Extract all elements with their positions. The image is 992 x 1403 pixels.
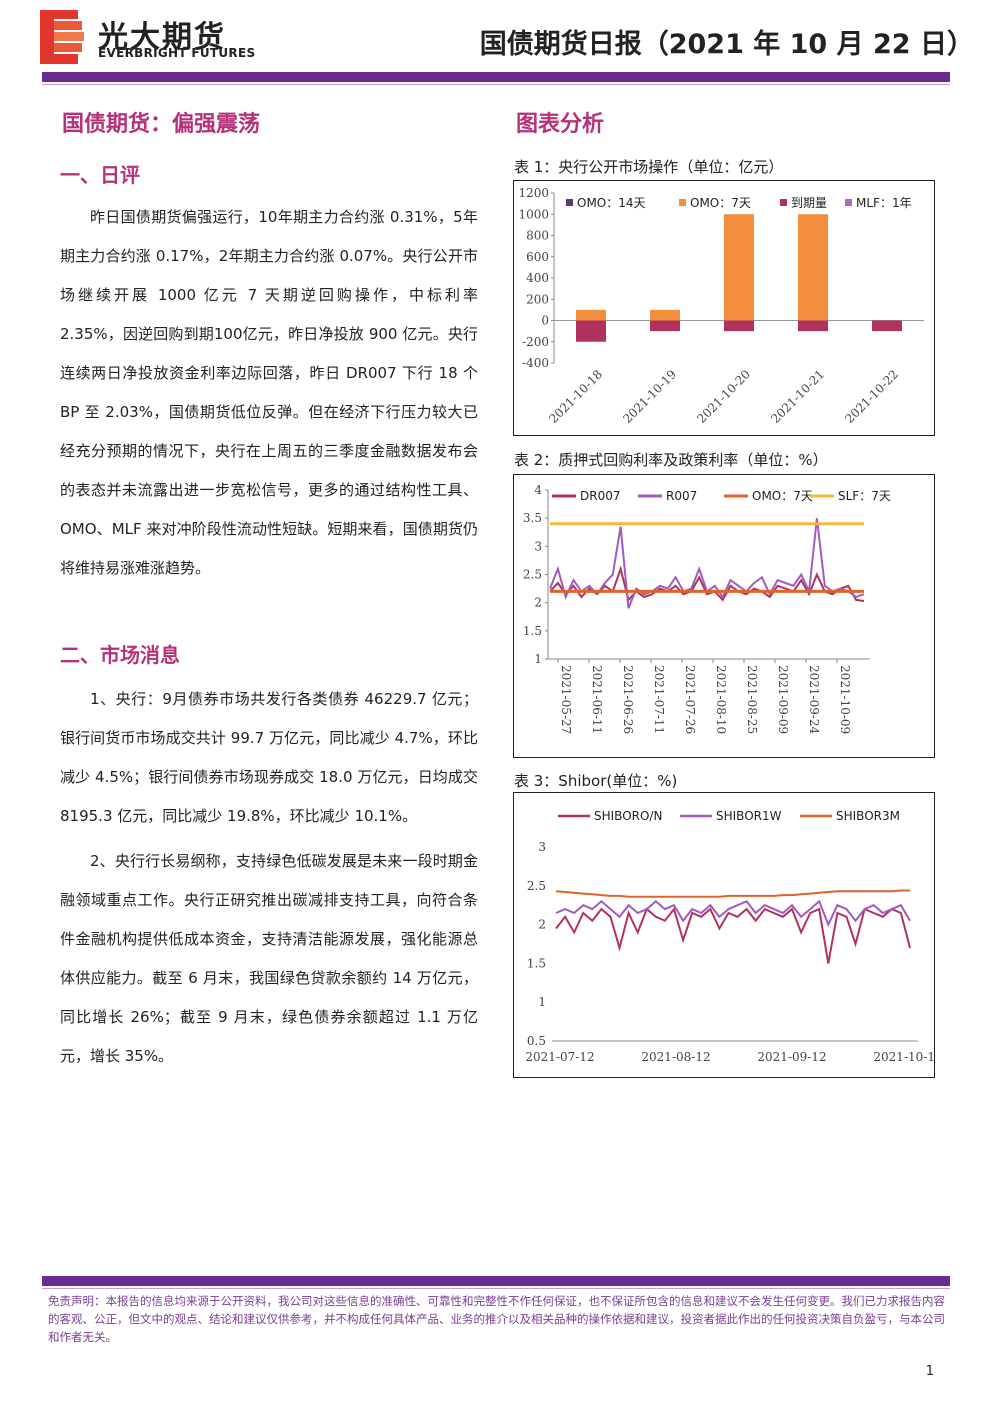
section2-title: 二、市场消息 <box>60 643 180 667</box>
y-tick-label: 800 <box>526 229 549 243</box>
legend-label: SHIBOR3M <box>836 809 900 823</box>
chart2-caption: 表 2：质押式回购利率及政策利率（单位：%） <box>514 451 828 469</box>
bar-1 <box>798 214 828 321</box>
x-tick-label: 2021-07-11 <box>652 665 666 734</box>
repo-rate-line-chart: 1 1.5 2 2.5 3 3.5 4 2021-05-27 2021-06-11 2021-06… <box>523 483 891 735</box>
bar-1 <box>724 214 754 321</box>
x-tick-label: 2021-09-12 <box>757 1050 826 1064</box>
y-tick-label: 3 <box>538 840 546 854</box>
y-tick-label: 2.5 <box>523 568 542 582</box>
x-tick-label: 2021-07-12 <box>525 1050 594 1064</box>
bar-2 <box>650 320 680 332</box>
x-tick-label: 2021-10-09 <box>838 665 852 734</box>
x-tick-label: 2021-08-10 <box>714 665 728 734</box>
y-tick-label: 3 <box>534 539 542 553</box>
footer-divider-bar <box>42 1276 950 1286</box>
x-tick-label: 2021-06-11 <box>590 665 604 734</box>
section1-body: 昨日国债期货偏强运行，10年期主力合约涨 0.31%，5年期主力合约涨 0.17… <box>60 198 478 588</box>
chart-section-title: 图表分析 <box>516 112 605 137</box>
y-tick-label: 400 <box>526 271 549 285</box>
y-tick-label: 200 <box>526 292 549 306</box>
x-tick-label: 2021-09-24 <box>807 665 821 735</box>
y-tick-label: 2.5 <box>527 879 546 893</box>
y-tick-label: 0 <box>541 314 549 328</box>
x-tick-label: 2021-10-19 <box>620 367 679 426</box>
legend-label: MLF：1年 <box>856 196 912 210</box>
x-tick-label: 2021-10-20 <box>694 367 753 426</box>
section1-paragraph: 昨日国债期货偏强运行，10年期主力合约涨 0.31%，5年期主力合约涨 0.17… <box>60 208 478 577</box>
y-tick-label: 1.5 <box>527 956 546 970</box>
bar-2 <box>798 320 828 332</box>
omo-bar-chart: -400 -200 0 200 400 600 800 1000 1200 2021-10-18 2… <box>518 186 924 426</box>
footer-divider-line <box>42 1288 950 1289</box>
y-tick-label: -200 <box>522 335 549 349</box>
x-tick-label: 2021-05-27 <box>559 665 573 734</box>
legend-swatch <box>780 199 787 206</box>
y-tick-label: 600 <box>526 250 549 264</box>
x-tick-label: 2021-10-22 <box>842 367 901 426</box>
y-tick-label: 1 <box>538 995 546 1009</box>
chart3-box: 0.5 1 1.5 2 2.5 3 2021-07-12 2021-08-12 2021-09-… <box>513 792 935 1078</box>
y-tick-label: 2 <box>538 918 546 932</box>
bar-1 <box>576 309 606 321</box>
x-tick-label: 2021-10-21 <box>768 367 827 426</box>
chart1-box: -400 -200 0 200 400 600 800 1000 1200 2021-10-18 2… <box>513 180 935 436</box>
x-tick-label: 2021-10-12 <box>873 1050 934 1064</box>
legend-label: SLF：7天 <box>838 489 891 503</box>
series-line-0 <box>555 906 911 964</box>
y-tick-label: 1 <box>534 652 542 666</box>
legend-swatch <box>679 199 686 206</box>
y-tick-label: 3.5 <box>523 511 542 525</box>
legend-label: OMO：7天 <box>690 196 751 210</box>
bar-2 <box>576 320 606 342</box>
everbright-logo-icon <box>40 10 84 64</box>
series-line-2 <box>555 889 910 898</box>
legend-label: 到期量 <box>791 196 827 210</box>
x-tick-label: 2021-10-18 <box>546 367 605 426</box>
y-tick-label: 0.5 <box>527 1034 546 1048</box>
chart1-caption: 表 1：央行公开市场操作（单位：亿元） <box>514 158 784 176</box>
section2-body: 1、央行：9月债券市场共发行各类债券 46229.7 亿元；银行间货币市场成交共… <box>60 680 478 1076</box>
legend-swatch <box>566 199 573 206</box>
bar-1 <box>650 309 680 321</box>
disclaimer: 免责声明：本报告的信息均来源于公开资料，我公司对这些信息的准确性、可靠性和完整性… <box>48 1294 945 1344</box>
brand-name-en: EVERBRIGHT FUTURES <box>98 46 256 60</box>
bar-2 <box>872 320 902 332</box>
chart3-caption: 表 3：Shibor(单位：%) <box>514 772 678 790</box>
chart2-box: 1 1.5 2 2.5 3 3.5 4 2021-05-27 2021-06-11 2021-06… <box>513 474 935 758</box>
y-tick-label: 1000 <box>518 207 549 221</box>
page-number: 1 <box>925 1364 934 1379</box>
series-line-0 <box>549 565 865 602</box>
header-divider-bar <box>42 72 950 82</box>
header-divider-line <box>42 84 950 85</box>
y-tick-label: -400 <box>522 356 549 370</box>
legend-label: SHIBOR1W <box>716 809 782 823</box>
report-title: 国债期货日报（2021 年 10 月 22 日） <box>479 29 974 60</box>
legend-label: OMO：14天 <box>577 196 646 210</box>
section1-title: 一、日评 <box>60 163 140 187</box>
y-tick-label: 1.5 <box>523 624 542 638</box>
legend-label: OMO：7天 <box>752 489 813 503</box>
y-tick-label: 4 <box>534 483 542 497</box>
x-tick-label: 2021-07-26 <box>683 665 697 734</box>
x-tick-label: 2021-09-09 <box>776 665 790 734</box>
bar-2 <box>724 320 754 332</box>
x-tick-label: 2021-08-25 <box>745 665 759 734</box>
y-tick-label: 1200 <box>518 186 549 200</box>
x-tick-label: 2021-06-26 <box>621 665 635 734</box>
legend-swatch <box>845 199 852 206</box>
shibor-line-chart: 0.5 1 1.5 2 2.5 3 2021-07-12 2021-08-12 2021-09-… <box>525 809 934 1064</box>
legend-label: R007 <box>666 489 697 503</box>
series-line-1 <box>555 899 911 928</box>
section2-paragraph-1: 1、央行：9月债券市场共发行各类债券 46229.7 亿元；银行间货币市场成交共… <box>60 690 478 825</box>
legend-label: DR007 <box>580 489 620 503</box>
main-title: 国债期货：偏强震荡 <box>62 112 261 137</box>
legend-label: SHIBORO/N <box>594 809 662 823</box>
section2-paragraph-2: 2、央行行长易纲称，支持绿色低碳发展是未来一段时期金融领域重点工作。央行正研究推… <box>60 852 478 1065</box>
y-tick-label: 2 <box>534 596 542 610</box>
x-tick-label: 2021-08-12 <box>641 1050 710 1064</box>
brand-name-cn: 光大期货 <box>98 20 226 55</box>
